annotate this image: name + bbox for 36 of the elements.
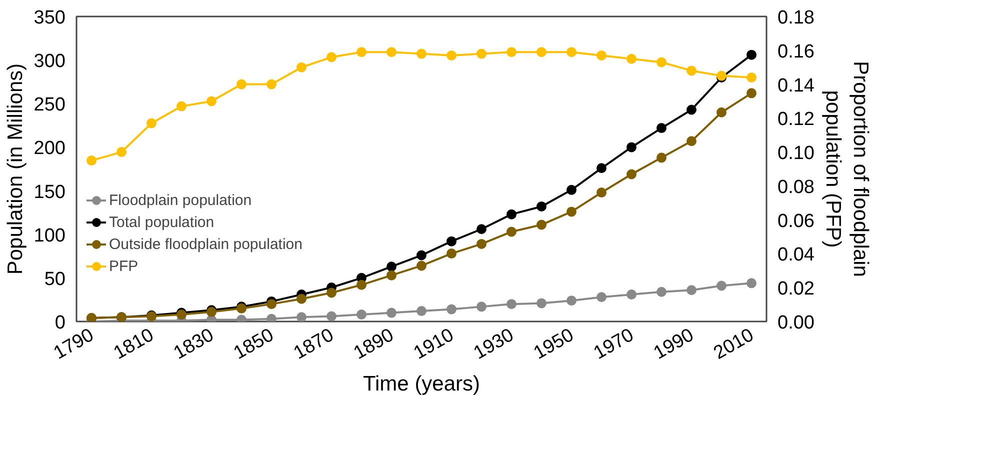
x-tick-label: 1870 bbox=[290, 324, 338, 364]
y-tick-label: 200 bbox=[34, 138, 66, 160]
legend-label: Total population bbox=[109, 214, 214, 230]
y2-tick-label: 0.04 bbox=[778, 244, 815, 266]
y-tick-label: 250 bbox=[34, 94, 66, 116]
x-axis-title: Time (years) bbox=[362, 372, 480, 396]
x-tick-label: 1970 bbox=[590, 324, 638, 364]
y-tick-label: 150 bbox=[34, 182, 66, 203]
y2-tick-label: 0.18 bbox=[778, 8, 814, 28]
x-tick-label: 1950 bbox=[530, 324, 578, 364]
x-tick-label: 1830 bbox=[170, 324, 218, 364]
y-tick-label: 350 bbox=[34, 8, 66, 28]
legend-label: Outside floodplain population bbox=[109, 236, 302, 252]
y2-tick-label: 0.12 bbox=[778, 109, 814, 130]
y2-tick-label: 0.10 bbox=[778, 143, 814, 164]
y-tick-label: 300 bbox=[34, 51, 66, 72]
x-tick-label: 1890 bbox=[350, 324, 398, 364]
y-tick-label: 0 bbox=[54, 312, 66, 334]
legend-label: Floodplain population bbox=[109, 192, 252, 208]
x-tick-label: 1850 bbox=[230, 324, 278, 364]
y-tick-label: 50 bbox=[44, 268, 66, 290]
y2-tick-label: 0.14 bbox=[778, 75, 815, 96]
y-axis-title: Population (in Millions) bbox=[4, 63, 27, 275]
x-tick-label: 2010 bbox=[710, 324, 758, 364]
y-tick-label: 100 bbox=[34, 225, 66, 246]
y2-tick-label: 0.00 bbox=[778, 312, 814, 334]
y2-tick-label: 0.02 bbox=[778, 278, 814, 300]
y2-tick-label: 0.06 bbox=[778, 210, 814, 232]
y2-tick-label: 0.08 bbox=[778, 176, 814, 198]
x-tick-label: 1930 bbox=[470, 324, 518, 364]
y2-axis-title: Proportion of floodplain population (PFP) bbox=[821, 61, 872, 277]
y2-tick-label: 0.16 bbox=[778, 41, 814, 62]
x-tick-label: 1910 bbox=[410, 324, 458, 364]
x-tick-label: 1990 bbox=[650, 324, 698, 364]
x-tick-label: 1810 bbox=[110, 324, 158, 364]
legend-label: PFP bbox=[109, 258, 138, 274]
